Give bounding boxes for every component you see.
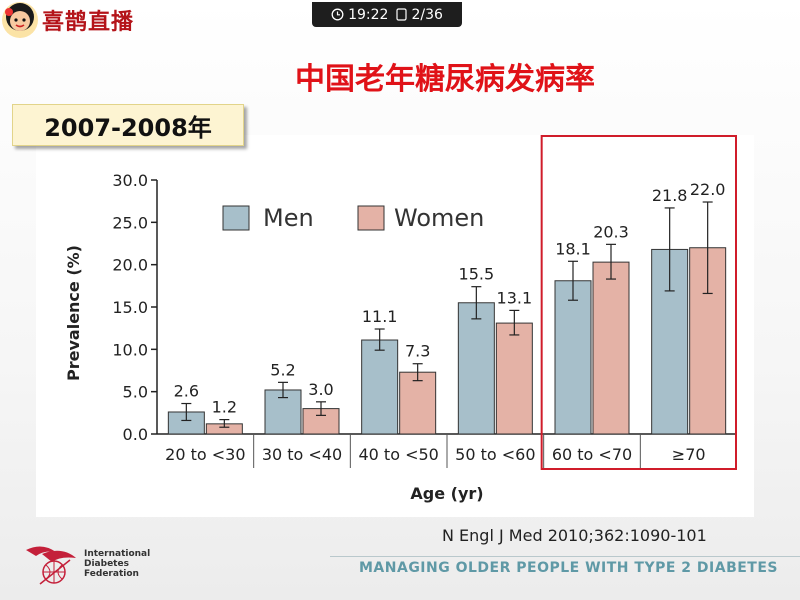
bar-men <box>457 302 495 435</box>
data-label: 22.0 <box>690 180 726 199</box>
footer-divider <box>330 556 800 557</box>
idf-logo: International Diabetes Federation <box>22 540 150 588</box>
x-tick-label: 50 to <60 <box>455 445 535 464</box>
idf-bird-icon <box>26 546 76 585</box>
data-label: 3.0 <box>308 380 333 399</box>
brand-name: 喜鹊直播 <box>42 10 135 35</box>
data-label: 13.1 <box>497 288 533 307</box>
highlight-box <box>540 135 737 470</box>
slide-title: 中国老年糖尿病发病率 <box>295 62 595 97</box>
legend-label-women: Women <box>394 204 484 232</box>
brand-logo: 喜鹊直播 <box>0 0 190 40</box>
y-tick-label: 10.0 <box>112 340 148 359</box>
mascot-icon <box>2 2 38 38</box>
bar-men <box>361 339 399 435</box>
y-tick-label: 20.0 <box>112 256 148 275</box>
x-tick-label: 30 to <40 <box>262 445 342 464</box>
x-tick-label: ≥70 <box>672 445 706 464</box>
idf-name-line2: Diabetes <box>84 559 129 569</box>
data-label: 11.1 <box>362 307 398 326</box>
y-tick-label: 0.0 <box>123 425 148 444</box>
y-tick-label: 15.0 <box>112 298 148 317</box>
legend-swatch-men <box>222 205 250 231</box>
y-tick-label: 25.0 <box>112 213 148 232</box>
x-axis-title: Age (yr) <box>410 484 483 503</box>
idf-name: International Diabetes Federation <box>84 549 150 579</box>
status-time: 19:22 <box>348 6 389 23</box>
data-label: 2.6 <box>174 382 199 401</box>
footer-title: MANAGING OLDER PEOPLE WITH TYPE 2 DIABET… <box>359 560 778 576</box>
bar-women <box>399 371 437 435</box>
citation: N Engl J Med 2010;362:1090-101 <box>442 526 707 545</box>
clock-icon <box>331 8 344 21</box>
x-tick-label: 40 to <50 <box>358 445 438 464</box>
data-label: 5.2 <box>270 360 295 379</box>
status-bar: 19:22 2/36 <box>312 2 462 27</box>
legend-label-men: Men <box>263 204 314 232</box>
bar-women <box>592 261 630 435</box>
data-label: 20.3 <box>593 222 629 241</box>
data-label: 21.8 <box>652 186 688 205</box>
prevalence-chart: 0.0 5.0 10.0 15.0 20.0 25.0 30.0 Prevalence (%)… <box>64 135 737 503</box>
data-label: 15.5 <box>459 265 495 284</box>
bar-women <box>689 247 727 435</box>
y-tick-label: 30.0 <box>112 171 148 190</box>
y-axis-title: Prevalence (%) <box>64 245 83 381</box>
x-tick-label: 60 to <70 <box>552 445 632 464</box>
y-tick-label: 5.0 <box>123 383 148 402</box>
bar-women <box>495 322 533 435</box>
legend-swatch-women <box>357 205 385 231</box>
chart-panel: 0.0 5.0 10.0 15.0 20.0 25.0 30.0 Prevalence (%)… <box>36 135 754 517</box>
bar-men <box>554 280 592 435</box>
idf-name-line1: International <box>84 549 151 559</box>
page-icon <box>396 8 408 21</box>
status-page: 2/36 <box>411 6 443 23</box>
x-tick-label: 20 to <30 <box>165 445 245 464</box>
data-label: 18.1 <box>555 239 591 258</box>
data-label: 1.2 <box>212 398 237 417</box>
year-label: 2007-2008年 <box>12 104 244 146</box>
data-label: 7.3 <box>405 342 430 361</box>
idf-name-line3: Federation <box>84 569 139 579</box>
